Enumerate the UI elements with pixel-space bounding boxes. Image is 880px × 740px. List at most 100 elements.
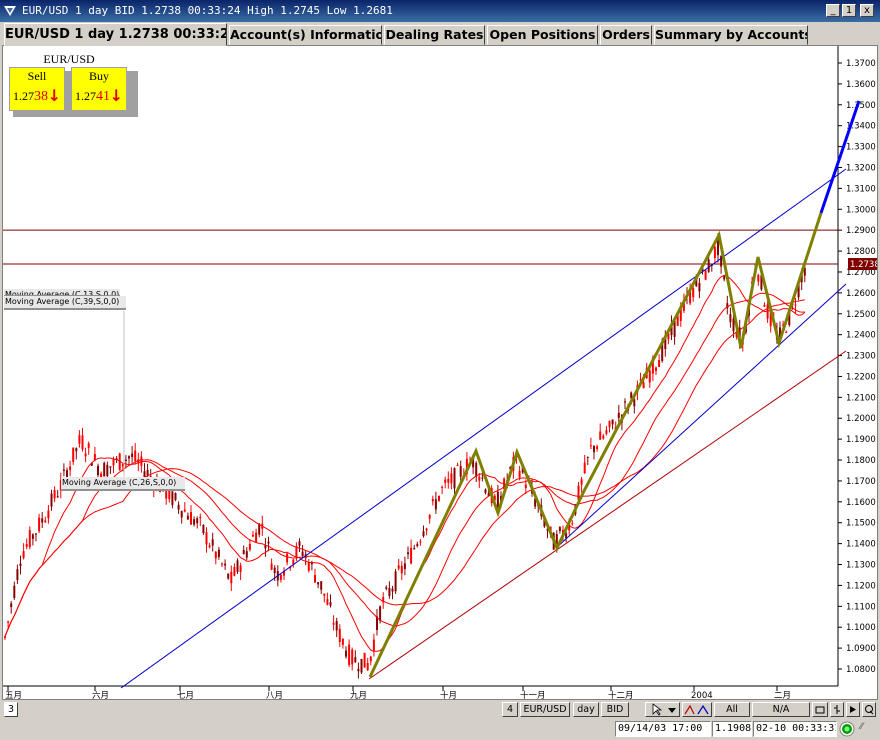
tab-orders[interactable]: Orders bbox=[600, 25, 652, 45]
candle-body bbox=[617, 412, 620, 418]
candle-body bbox=[372, 639, 375, 651]
time-tick-label: 七月 bbox=[177, 691, 194, 700]
sell-box[interactable]: Sell 1.2738 ↓ bbox=[9, 67, 65, 111]
candle-body bbox=[667, 332, 670, 340]
candle-body bbox=[456, 465, 459, 467]
sell-label: Sell bbox=[27, 69, 47, 83]
candle-body bbox=[655, 367, 657, 371]
candle-body bbox=[13, 585, 16, 598]
bid-ask-button[interactable]: BID bbox=[601, 702, 629, 717]
candle-body bbox=[524, 484, 527, 489]
candle-body bbox=[596, 446, 599, 449]
candle-body bbox=[400, 565, 403, 574]
candle-body bbox=[729, 313, 732, 323]
na-button[interactable]: N/A bbox=[752, 702, 810, 717]
candle-body bbox=[586, 456, 589, 458]
candle-body bbox=[295, 546, 298, 557]
candle-body bbox=[165, 488, 168, 499]
tab-dealing-rates[interactable]: Dealing Rates bbox=[384, 25, 485, 45]
period-button[interactable]: day bbox=[573, 702, 599, 717]
ma-39-label[interactable]: Moving Average (C,39,S,0,0) bbox=[4, 296, 126, 310]
draw-line-icon bbox=[684, 704, 709, 715]
price-tick-label: 1.2800 bbox=[846, 247, 876, 257]
candle-body bbox=[757, 274, 760, 282]
price-tick-label: 1.1500 bbox=[846, 519, 876, 529]
buy-box[interactable]: Buy 1.2741 ↓ bbox=[71, 67, 127, 111]
candle-body bbox=[44, 520, 47, 523]
candle-body bbox=[444, 479, 447, 483]
candle-body bbox=[438, 495, 440, 501]
candle-body bbox=[345, 650, 347, 657]
candle-body bbox=[332, 622, 335, 625]
resize-grip-icon[interactable]: ⁄⁄ bbox=[860, 722, 864, 732]
candle-body bbox=[66, 470, 68, 482]
chart-count-button[interactable]: 4 bbox=[502, 702, 518, 717]
candle-body bbox=[224, 563, 227, 566]
candle-body bbox=[131, 453, 134, 458]
candle-body bbox=[186, 515, 189, 520]
candle-body bbox=[90, 462, 93, 466]
channel-lower-line bbox=[555, 283, 847, 549]
chart-area[interactable]: 1.3700 1.3600 1.3500 1.3400 1.3300 1.3200 1.31… bbox=[2, 45, 878, 700]
candle-body bbox=[208, 545, 211, 548]
projection-line bbox=[819, 100, 861, 214]
candle-body bbox=[180, 511, 183, 518]
candle-body bbox=[230, 571, 233, 584]
candle-body bbox=[447, 478, 450, 483]
properties-button[interactable] bbox=[862, 702, 876, 717]
scroll-right-button[interactable] bbox=[846, 702, 860, 717]
zoom-out-button[interactable] bbox=[830, 702, 844, 717]
candle-body bbox=[679, 308, 682, 322]
ma-13-line bbox=[4, 274, 806, 652]
candle-body bbox=[242, 549, 245, 555]
symbol-button[interactable]: EUR/USD bbox=[520, 702, 570, 717]
candle-body bbox=[307, 562, 310, 571]
candle-body bbox=[273, 567, 276, 574]
candle-body bbox=[797, 283, 800, 298]
time-tick-label: 八月 bbox=[266, 691, 283, 700]
candle-body bbox=[385, 587, 388, 589]
price-tick-label: 1.2700 bbox=[846, 268, 876, 278]
candle-body bbox=[171, 491, 174, 505]
draw-tools-button[interactable] bbox=[682, 702, 712, 717]
candle-body bbox=[608, 421, 611, 428]
candle-body bbox=[103, 462, 106, 477]
price-tick-label: 1.3400 bbox=[846, 122, 876, 132]
candle-body bbox=[732, 318, 735, 332]
candle-body bbox=[351, 649, 354, 665]
candle-body bbox=[717, 237, 719, 256]
candle-body bbox=[698, 282, 701, 292]
tab-summary-by-accounts[interactable]: Summary by Accounts bbox=[654, 25, 808, 45]
candle-body bbox=[720, 255, 723, 267]
candle-body bbox=[794, 304, 797, 306]
candle-body bbox=[205, 532, 208, 545]
close-button[interactable]: x bbox=[860, 4, 874, 17]
candle-body bbox=[450, 473, 453, 484]
tab-account-information[interactable]: Account(s) Information bbox=[229, 25, 382, 45]
minimize-button[interactable]: _ bbox=[826, 4, 840, 17]
candle-body bbox=[69, 466, 72, 471]
price-tick-label: 1.1900 bbox=[846, 435, 876, 445]
price-tick-label: 1.3500 bbox=[846, 101, 876, 111]
all-button[interactable]: All bbox=[714, 702, 750, 717]
scroll-field[interactable]: 3 bbox=[4, 702, 18, 717]
tab-open-positions[interactable]: Open Positions bbox=[487, 25, 598, 45]
candle-body bbox=[233, 566, 236, 576]
candle-body bbox=[81, 435, 84, 450]
current-price-label: 1.2738 bbox=[850, 260, 878, 270]
candle-body bbox=[59, 479, 62, 491]
candle-body bbox=[239, 565, 242, 572]
candle-body bbox=[593, 446, 595, 453]
zoom-in-button[interactable] bbox=[812, 702, 828, 717]
candle-body bbox=[109, 466, 112, 468]
quote-symbol: EUR/USD bbox=[43, 52, 95, 66]
candle-body bbox=[264, 545, 267, 549]
tab-chart[interactable]: EUR/USD 1 day 1.2738 00:33:24 bbox=[4, 23, 227, 46]
candle-body bbox=[326, 599, 329, 605]
price-chart[interactable]: 1.3700 1.3600 1.3500 1.3400 1.3300 1.3200 1.31… bbox=[3, 46, 878, 700]
price-tick-label: 1.2400 bbox=[846, 331, 876, 341]
cursor-tool-button[interactable] bbox=[645, 702, 680, 717]
restore-button[interactable]: 1 bbox=[842, 4, 856, 17]
candle-body bbox=[407, 552, 409, 555]
ma-26-label[interactable]: Moving Average (C,26,S,0,0) bbox=[61, 477, 185, 491]
